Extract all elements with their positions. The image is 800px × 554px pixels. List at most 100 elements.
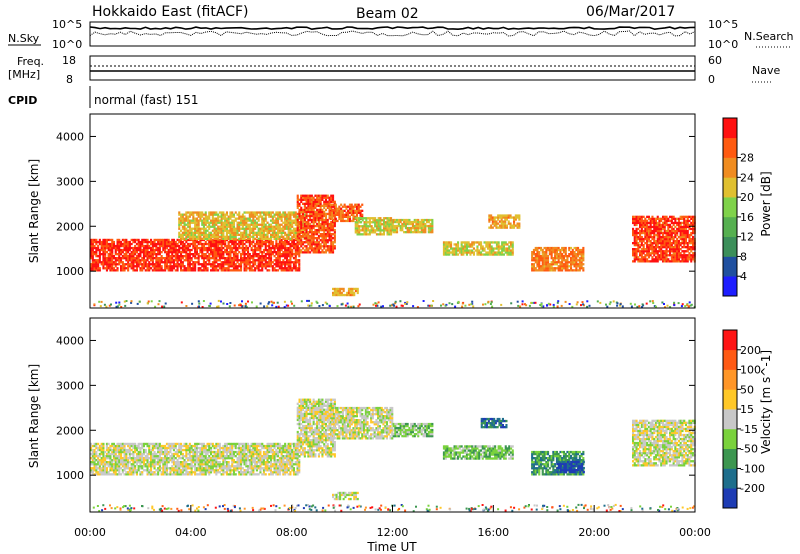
- echo-region-3: [329, 203, 364, 223]
- nsky-line: [89, 26, 696, 31]
- colorbar-swatch: [723, 428, 737, 449]
- colorbar-swatch: [723, 118, 737, 139]
- xtick-label: 04:00: [175, 526, 207, 539]
- xtick-label: 12:00: [377, 526, 409, 539]
- colorbar-tick-label: 16: [740, 211, 754, 224]
- colorbar-tick-label: 15: [740, 403, 754, 416]
- freq-tick-top: 18: [62, 54, 76, 67]
- ytick-label: 3000: [56, 379, 84, 392]
- echo-region-7: [556, 460, 585, 474]
- ytick-label: 3000: [56, 175, 84, 188]
- colorbar-tick-label: 8: [740, 250, 747, 263]
- nsky-tick-top: 10^5: [52, 18, 82, 31]
- colorbar-tick-label: -200: [740, 482, 765, 495]
- beam-label: Beam 02: [356, 6, 419, 22]
- freq-tick-bottom: 8: [66, 73, 73, 86]
- xtick-label: 00:00: [74, 526, 106, 539]
- nsearch-tick-top: 10^5: [708, 18, 738, 31]
- cpid-value: normal (fast) 151: [94, 93, 198, 107]
- ytick-label: 2000: [56, 220, 84, 233]
- near-range-speckle: [93, 299, 696, 309]
- colorbar-tick-label: 28: [740, 152, 754, 165]
- velocity-colorbar-label: Velocity [m s^-1]: [759, 350, 773, 454]
- colorbar-swatch: [723, 177, 737, 198]
- colorbar-swatch: [723, 409, 737, 430]
- colorbar-swatch: [723, 256, 737, 277]
- velocity-colorbar: 200 100 50 15 -15 -50 -100 -200: [722, 329, 765, 509]
- velocity-panel: 1000 2000 3000 4000 00:00 04:00 08:00 12:00 16:…: [27, 317, 711, 554]
- ytick-label: 1000: [56, 265, 84, 278]
- freq-label: Freq.: [17, 55, 44, 68]
- nsky-panel: [89, 21, 696, 47]
- power-panel: 1000 2000 3000 4000 Slant Range [km]: [27, 113, 696, 309]
- colorbar-tick-label: -50: [740, 443, 758, 456]
- colorbar-swatch: [723, 389, 737, 410]
- echo-region-3: [392, 422, 434, 438]
- colorbar-swatch: [723, 448, 737, 469]
- echo-region-9: [332, 491, 359, 501]
- colorbar-tick-label: -15: [740, 423, 758, 436]
- echo-region-1: [178, 211, 306, 240]
- nsky-label: N.Sky: [8, 32, 40, 45]
- nsearch-label: N.Search: [744, 30, 794, 43]
- nave-tick-bottom: 0: [708, 73, 715, 86]
- velocity-echo-cells: [90, 398, 696, 513]
- colorbar-swatch: [723, 276, 737, 297]
- colorbar-tick-label: 24: [740, 171, 754, 184]
- colorbar-tick-label: 20: [740, 191, 754, 204]
- station-title: Hokkaido East (fitACF): [92, 4, 248, 20]
- colorbar-tick-label: -100: [740, 462, 765, 475]
- echo-region-9: [632, 215, 696, 263]
- echo-region-4: [442, 445, 514, 460]
- ytick-label: 4000: [56, 334, 84, 347]
- nsky-tick-bottom: 10^0: [52, 38, 82, 51]
- xtick-label: 00:00: [679, 526, 711, 539]
- freq-panel: [89, 55, 696, 81]
- echo-region-0: [90, 442, 301, 476]
- colorbar-swatch: [723, 369, 737, 390]
- echo-region-10: [332, 287, 359, 297]
- power-colorbar: 4 8 12 16 20 24 28: [722, 117, 754, 297]
- ytick-label: 4000: [56, 130, 84, 143]
- colorbar-swatch: [723, 216, 737, 237]
- xtick-label: 16:00: [477, 526, 509, 539]
- colorbar-swatch: [723, 349, 737, 370]
- power-panel-frame: [89, 113, 696, 309]
- colorbar-swatch: [723, 330, 737, 351]
- colorbar-swatch: [723, 468, 737, 489]
- echo-region-8: [531, 246, 585, 272]
- ytick-label: 1000: [56, 469, 84, 482]
- date-label: 06/Mar/2017: [586, 4, 675, 20]
- colorbar-frame: [722, 117, 738, 297]
- colorbar-tick-label: 200: [740, 344, 761, 357]
- echo-region-5: [480, 417, 508, 429]
- colorbar-tick-label: 12: [740, 231, 754, 244]
- colorbar-swatch: [723, 236, 737, 257]
- colorbar-swatch: [723, 157, 737, 178]
- nsearch-line: [89, 30, 696, 37]
- echo-region-6: [442, 241, 514, 256]
- colorbar-tick-label: 50: [740, 383, 754, 396]
- echo-region-5: [392, 218, 434, 234]
- power-echo-cells: [90, 194, 696, 309]
- echo-region-2: [329, 406, 394, 440]
- xtick-label: 08:00: [276, 526, 308, 539]
- power-colorbar-label: Power [dB]: [759, 171, 773, 236]
- ytick-label: 2000: [56, 424, 84, 437]
- near-range-speckle: [92, 503, 695, 513]
- echo-region-7: [488, 214, 521, 229]
- colorbar-tick-label: 100: [740, 364, 761, 377]
- colorbar-swatch: [723, 197, 737, 218]
- velocity-ylabel: Slant Range [km]: [27, 364, 41, 468]
- cpid-label: CPID: [8, 94, 37, 107]
- echo-region-0: [90, 238, 301, 272]
- echo-region-8: [632, 419, 696, 467]
- power-ylabel: Slant Range [km]: [27, 159, 41, 263]
- freq-unit-label: [MHz]: [8, 68, 40, 81]
- time-xlabel: Time UT: [366, 540, 417, 554]
- nave-tick-top: 60: [708, 54, 722, 67]
- nsearch-tick-bottom: 10^0: [708, 38, 738, 51]
- colorbar-swatch: [723, 488, 737, 509]
- colorbar-tick-label: 4: [740, 270, 747, 283]
